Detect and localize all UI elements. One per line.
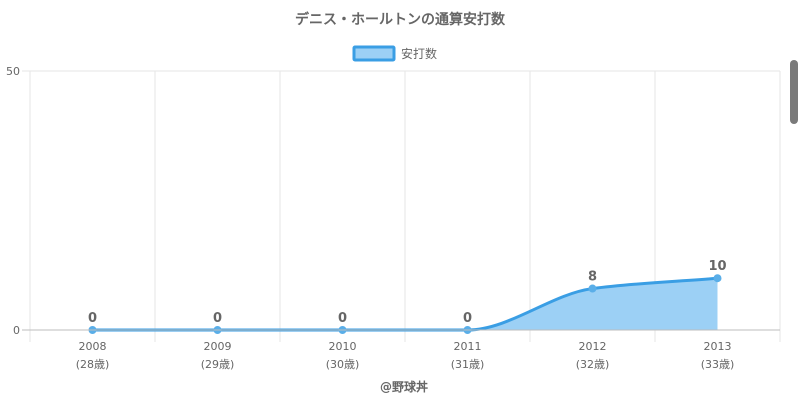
x-tick-sublabel: (31歳) — [451, 358, 485, 371]
grid — [22, 70, 781, 342]
x-tick-label: 2011 — [454, 340, 482, 353]
data-label: 0 — [88, 311, 97, 326]
series-area — [92, 278, 718, 330]
data-label: 0 — [463, 311, 472, 326]
x-tick-label: 2012 — [579, 340, 607, 353]
x-tick-sublabel: (29歳) — [201, 358, 235, 371]
data-label: 8 — [588, 270, 597, 285]
chart-title: デニス・ホールトンの通算安打数 — [295, 11, 506, 28]
legend[interactable]: 安打数 — [352, 45, 437, 62]
x-tick-label: 2010 — [329, 340, 357, 353]
legend-label: 安打数 — [401, 46, 437, 61]
x-tick-sublabel: (30歳) — [326, 358, 360, 371]
data-label: 0 — [338, 311, 347, 326]
y-tick-label: 50 — [6, 65, 20, 78]
y-tick-label: 0 — [13, 324, 20, 337]
x-tick-label: 2009 — [204, 340, 232, 353]
credit-label: @野球丼 — [380, 379, 428, 394]
legend-swatch — [352, 45, 396, 62]
scrollbar[interactable] — [790, 60, 798, 124]
labels: 0 50 0 2008 (28歳) 0 2009 (29歳) 0 2010 (30歳) 0 2011 (3… — [6, 65, 734, 371]
x-tick-sublabel: (33歳) — [701, 358, 735, 371]
data-point — [588, 284, 597, 293]
data-label: 0 — [213, 311, 222, 326]
data-point — [713, 274, 722, 283]
x-tick-label: 2013 — [704, 340, 732, 353]
x-tick-sublabel: (28歳) — [76, 358, 110, 371]
x-tick-label: 2008 — [79, 340, 107, 353]
data-label: 10 — [708, 259, 726, 274]
x-tick-sublabel: (32歳) — [576, 358, 610, 371]
